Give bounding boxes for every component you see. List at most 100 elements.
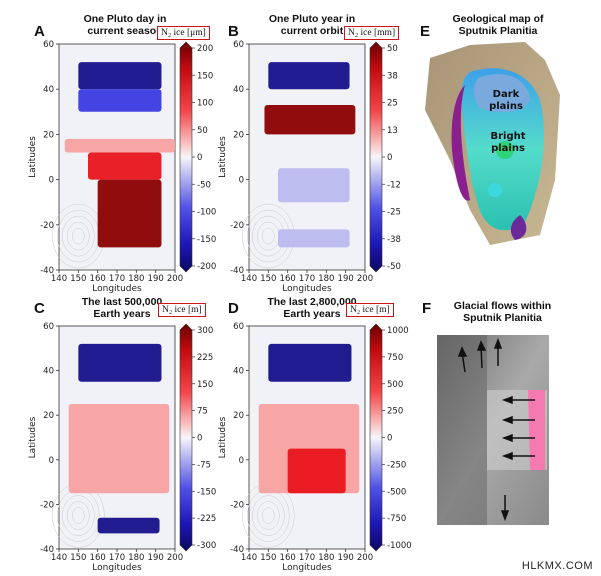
flow-arrows: [457, 337, 535, 522]
unit-label-box: N₂ ice [mm]: [344, 26, 400, 40]
colorbar-tick-label: -150: [197, 487, 216, 497]
x-tick-label: 190: [148, 274, 164, 284]
x-tick-label: 170: [109, 553, 125, 563]
heatmap-region: [264, 105, 356, 135]
colorbar-tick-label: -225: [197, 514, 216, 524]
flow-arrowhead: [501, 415, 513, 425]
colorbar-tick-label: 250: [387, 407, 403, 417]
y-tick-label: 0: [49, 176, 54, 186]
heatmap-panel-d: 140 150 160 170 180 190 2006040200-20-40Longit…: [218, 322, 412, 573]
colorbar-tick-label: 25: [387, 99, 398, 109]
map-margin-units: [451, 85, 470, 201]
heatmap-region: [78, 343, 162, 382]
panel-letter: F: [422, 300, 432, 317]
panel-title: One Pluto year in current orbit: [268, 13, 356, 37]
colorbar-tick-label: 0: [197, 153, 202, 163]
heatmap-region: [88, 152, 162, 180]
panel-letter: E: [420, 23, 431, 40]
y-tick-label: 20: [233, 411, 244, 421]
y-tick-label: -20: [230, 221, 244, 231]
map-unit-patch: [488, 183, 502, 197]
flow-arrowhead: [501, 433, 513, 443]
colorbar-tick-label: -25: [387, 208, 401, 218]
colorbar-tick-label: -38: [387, 235, 401, 245]
flow-arrowhead: [493, 337, 503, 349]
y-tick-label: -20: [230, 500, 244, 510]
y-tick-label: 60: [43, 322, 54, 332]
colorbar-tick-label: 200: [197, 44, 213, 54]
y-tick-label: 40: [233, 85, 244, 95]
map-label-bright: Bright: [490, 131, 525, 142]
x-tick-label: 200: [357, 553, 373, 563]
map-label-dark: Dark: [493, 89, 520, 100]
colorbar-tick-label: 0: [387, 153, 392, 163]
colorbar-tick-label: 1000: [387, 326, 409, 336]
x-tick-label: 190: [338, 274, 354, 284]
heatmap-region: [64, 138, 175, 153]
y-axis-label: Latitudes: [28, 416, 38, 458]
colorbar-tick-label: 150: [197, 71, 213, 81]
colorbar-tick-label: -150: [197, 235, 216, 245]
x-tick-label: 170: [109, 274, 125, 284]
colorbar-tick-label: 75: [197, 407, 208, 417]
y-tick-label: 40: [43, 85, 54, 95]
y-tick-label: 20: [43, 411, 54, 421]
y-tick-label: 60: [233, 40, 244, 50]
colorbar: [369, 323, 383, 552]
x-tick-label: 180: [318, 553, 334, 563]
x-axis-label: Longitudes: [282, 563, 332, 573]
terrain-contour: [72, 507, 85, 524]
watermark: HLKMX.COM: [521, 560, 593, 572]
flow-arrowhead: [500, 510, 510, 522]
geological-map-image: Dark plains Bright plains: [425, 42, 560, 245]
terrain-contour: [67, 221, 90, 251]
colorbar: [179, 41, 193, 273]
heatmap-region: [287, 448, 346, 494]
x-tick-label: 180: [318, 274, 334, 284]
y-tick-label: 0: [49, 456, 54, 466]
y-tick-label: -20: [40, 221, 54, 231]
y-tick-label: -20: [40, 500, 54, 510]
flow-arrowhead: [457, 346, 468, 357]
colorbar-tick-label: -200: [197, 262, 216, 272]
colorbar-tick-label: 225: [197, 353, 213, 363]
x-tick-label: 150: [70, 274, 86, 284]
x-tick-label: 160: [280, 274, 296, 284]
colorbar-tick-label: -750: [387, 514, 406, 524]
x-tick-label: 150: [70, 553, 86, 563]
colorbar-tick-label: -1000: [387, 541, 412, 551]
x-tick-label: 150: [260, 553, 276, 563]
colorbar-tick-label: 100: [197, 99, 213, 109]
colorbar-tick-label: -300: [197, 541, 216, 551]
y-tick-label: 20: [43, 130, 54, 140]
colorbar: [369, 41, 383, 273]
y-tick-label: 0: [239, 456, 244, 466]
y-tick-label: 20: [233, 130, 244, 140]
y-tick-label: 0: [239, 176, 244, 186]
x-tick-label: 190: [148, 553, 164, 563]
heatmap-region: [268, 62, 350, 90]
x-tick-label: 170: [299, 553, 315, 563]
unit-label-box: N₂ ice [m]: [158, 303, 206, 317]
heatmap-panel-b: 140 150 160 170 180 190 2006040200-20-40Longit…: [218, 40, 401, 294]
map-unit-patch: [510, 215, 527, 240]
x-axis-label: Longitudes: [92, 563, 142, 573]
terrain-contour: [72, 227, 85, 245]
colorbar-tick-label: 13: [387, 126, 398, 136]
colorbar-tick-label: 750: [387, 353, 403, 363]
terrain-contour: [262, 507, 275, 524]
unit-label-box: N₂ ice [μm]: [157, 26, 210, 40]
panel-title: Glacial flows within Sputnik Planitia: [453, 300, 552, 324]
colorbar-tick-label: 0: [387, 434, 392, 444]
x-tick-label: 180: [128, 274, 144, 284]
terrain-contour: [62, 495, 95, 536]
map-label-dark-line2: plains: [489, 101, 523, 112]
flow-arrowhead: [476, 340, 487, 351]
panel-title: Geological map of Sputnik Planitia: [452, 13, 544, 37]
y-axis-label: Latitudes: [218, 416, 228, 458]
y-tick-label: 60: [43, 40, 54, 50]
colorbar-tick-label: 150: [197, 380, 213, 390]
flow-arrowhead: [501, 451, 513, 461]
heatmap-region: [78, 62, 162, 90]
